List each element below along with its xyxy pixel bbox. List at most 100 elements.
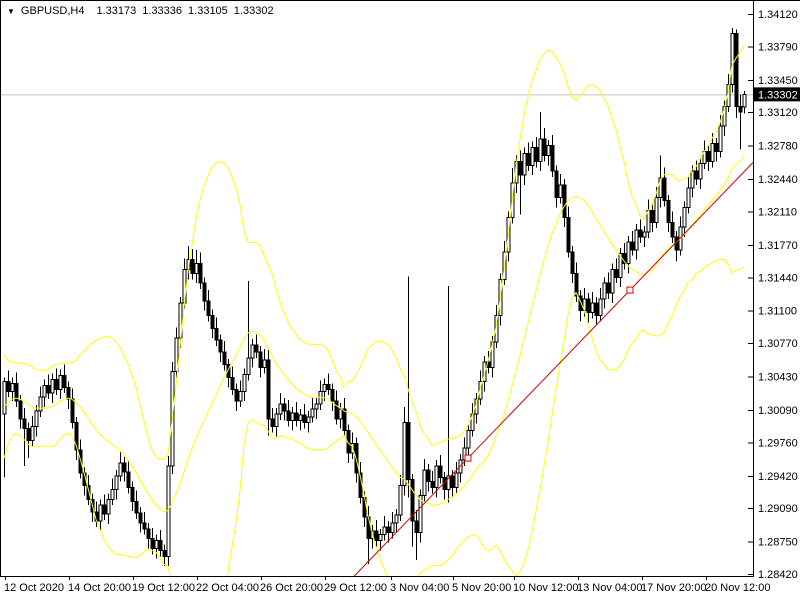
candle bbox=[534, 136, 539, 168]
candle bbox=[586, 293, 591, 323]
candle bbox=[10, 377, 15, 402]
candle bbox=[2, 377, 7, 478]
candle bbox=[574, 262, 579, 302]
candle bbox=[446, 286, 451, 503]
candle bbox=[658, 155, 663, 208]
candle bbox=[162, 544, 167, 567]
candle bbox=[330, 383, 335, 411]
bollinger-middle-line bbox=[3, 155, 745, 513]
candle bbox=[230, 366, 235, 396]
candle bbox=[430, 470, 435, 494]
time-tick-label: 20 Nov 12:00 bbox=[705, 582, 770, 594]
time-tick-label: 10 Nov 12:00 bbox=[513, 582, 578, 594]
candle bbox=[278, 393, 283, 420]
ohlc-open: 1.33173 bbox=[96, 5, 137, 17]
price-tick-label: 1.30090 bbox=[758, 405, 798, 417]
axis-frame bbox=[0, 0, 800, 577]
candle bbox=[662, 167, 667, 207]
price-tick-label: 1.33790 bbox=[758, 41, 798, 53]
candle bbox=[738, 94, 743, 150]
candle bbox=[274, 407, 279, 437]
candle bbox=[314, 398, 319, 419]
candle bbox=[282, 398, 287, 421]
candle bbox=[306, 410, 311, 433]
candle bbox=[566, 206, 571, 258]
candle bbox=[742, 91, 747, 114]
candle bbox=[14, 372, 19, 407]
candle bbox=[666, 194, 671, 233]
candle bbox=[378, 528, 383, 551]
candle bbox=[518, 150, 523, 215]
candle bbox=[42, 379, 47, 407]
candle bbox=[334, 390, 339, 425]
candle bbox=[110, 478, 115, 506]
candle bbox=[386, 520, 391, 543]
candle bbox=[422, 459, 427, 502]
candle bbox=[106, 493, 111, 524]
candle bbox=[438, 455, 443, 484]
symbol-timeframe-label: GBPUSD,H4 bbox=[20, 5, 85, 17]
candle bbox=[118, 452, 123, 482]
candle bbox=[322, 378, 327, 402]
time-tick-label: 26 Oct 20:00 bbox=[260, 582, 323, 594]
ohlc-close: 1.33302 bbox=[233, 5, 274, 17]
candle bbox=[690, 165, 695, 198]
price-tick-label: 1.32110 bbox=[758, 206, 797, 218]
candle bbox=[54, 368, 59, 396]
price-axis[interactable]: 1.34120 1.33790 1.33450 1.33120 1.32780 1.324… bbox=[748, 9, 798, 581]
candle bbox=[594, 296, 599, 326]
candle bbox=[538, 112, 543, 172]
candle bbox=[406, 276, 411, 498]
candle bbox=[18, 395, 23, 429]
ohlc-low: 1.33105 bbox=[188, 5, 228, 17]
candle bbox=[154, 534, 159, 559]
trendline-handle[interactable] bbox=[626, 286, 634, 294]
candle bbox=[190, 248, 195, 280]
candle bbox=[706, 145, 711, 172]
time-tick-label: 12 Oct 2020 bbox=[4, 582, 64, 594]
candle bbox=[34, 405, 39, 437]
price-tick-label: 1.34120 bbox=[758, 9, 798, 21]
candle bbox=[634, 224, 639, 260]
candle bbox=[642, 226, 647, 247]
ohlc-high: 1.33336 bbox=[142, 5, 183, 17]
candle bbox=[638, 219, 643, 243]
candle bbox=[210, 309, 215, 339]
candle bbox=[250, 339, 255, 368]
candle bbox=[630, 231, 635, 256]
candle bbox=[714, 137, 719, 162]
time-axis[interactable]: 12 Oct 2020 14 Oct 20:00 19 Oct 12:00 22 Oc… bbox=[4, 576, 770, 594]
candle bbox=[650, 204, 655, 233]
candle bbox=[610, 263, 615, 303]
candle bbox=[38, 386, 43, 417]
trendline[interactable] bbox=[353, 162, 753, 577]
candle bbox=[242, 368, 247, 402]
price-tick-label: 1.33120 bbox=[758, 107, 798, 119]
trendline-handle[interactable] bbox=[464, 454, 472, 462]
time-tick-label: 17 Nov 20:00 bbox=[641, 582, 706, 594]
candle bbox=[126, 461, 131, 494]
candle bbox=[138, 507, 143, 533]
candle bbox=[418, 489, 423, 543]
price-tick-label: 1.30770 bbox=[758, 338, 798, 350]
candle bbox=[302, 404, 307, 429]
candle bbox=[270, 407, 275, 433]
candle bbox=[614, 258, 619, 284]
candle bbox=[174, 327, 179, 378]
candle bbox=[166, 456, 171, 567]
time-tick-label: 19 Oct 12:00 bbox=[132, 582, 195, 594]
candle bbox=[522, 147, 527, 185]
candle bbox=[266, 350, 271, 436]
candle bbox=[102, 494, 107, 520]
price-tick-label: 1.28420 bbox=[758, 569, 798, 581]
candle bbox=[294, 402, 299, 427]
candle bbox=[298, 408, 303, 431]
candle bbox=[150, 527, 155, 555]
candle bbox=[194, 249, 199, 284]
candles-layer bbox=[2, 27, 747, 567]
price-tick-label: 1.32440 bbox=[758, 174, 798, 186]
candle bbox=[590, 292, 595, 319]
chart-header: ▼ GBPUSD,H4 1.33173 1.33336 1.33105 1.33… bbox=[7, 5, 274, 17]
